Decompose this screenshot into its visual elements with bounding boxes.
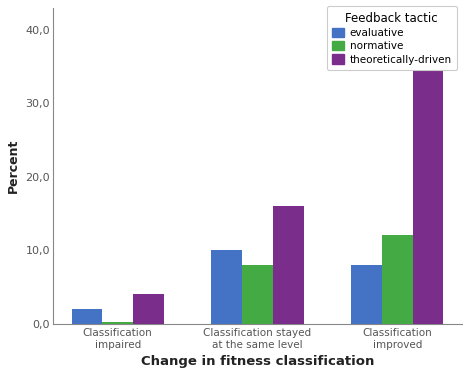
Bar (351, 265, 382, 324)
X-axis label: Change in fitness classification: Change in fitness classification (141, 355, 374, 368)
Y-axis label: Percent: Percent (7, 138, 20, 193)
Bar (102, 322, 133, 324)
Legend: evaluative, normative, theoretically-driven: evaluative, normative, theoretically-dri… (326, 6, 457, 70)
Bar (71, 309, 102, 324)
Bar (413, 30, 444, 324)
Bar (242, 265, 273, 324)
Bar (133, 294, 164, 324)
Bar (273, 206, 303, 324)
Bar (382, 236, 413, 324)
Bar (212, 250, 242, 324)
